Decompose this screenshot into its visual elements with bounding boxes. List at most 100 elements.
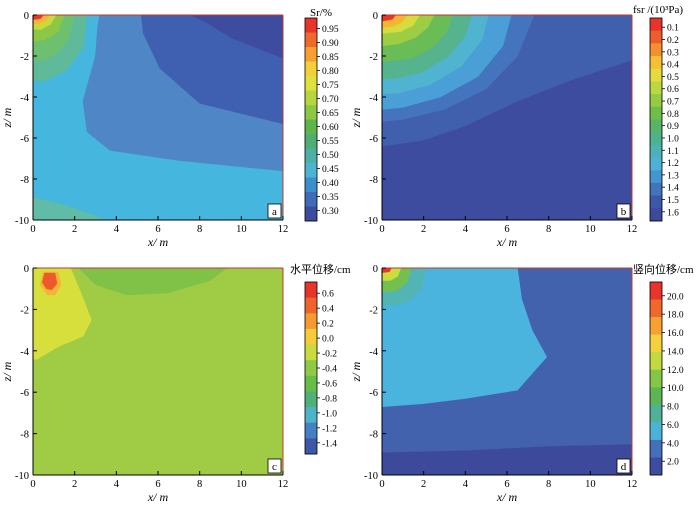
contour-region-3 — [191, 15, 283, 59]
contour-region-10 — [33, 15, 44, 20]
y-axis-label: z/ m — [349, 361, 363, 382]
colorbar-swatch — [650, 299, 662, 318]
colorbar-swatch — [650, 208, 662, 222]
y-tick-label: -4 — [369, 347, 378, 358]
x-tick-label: 4 — [114, 479, 120, 490]
y-tick-label: -2 — [369, 305, 378, 316]
colorbar-swatch — [650, 439, 662, 458]
colorbar-swatch — [650, 195, 662, 209]
x-axis-label: x/ m — [496, 235, 518, 249]
x-tick-label: 6 — [155, 224, 160, 235]
colorbar-swatch — [305, 76, 317, 91]
panel-label-box — [267, 458, 282, 474]
colorbar-tick-label: 0.7 — [667, 98, 679, 108]
x-tick-label: 8 — [197, 224, 202, 235]
x-tick-label: 12 — [278, 479, 289, 490]
x-tick-label: 0 — [30, 224, 35, 235]
y-tick-label: 0 — [24, 264, 29, 275]
colorbar-tick-label: 20.0 — [667, 292, 684, 302]
colorbar-tick-label: 0.60 — [322, 123, 339, 133]
y-tick-label: -2 — [369, 52, 378, 63]
colorbar-swatch — [650, 352, 662, 371]
colorbar-swatch — [305, 328, 317, 345]
colorbar-tick-label: -1.0 — [322, 409, 337, 419]
colorbar-tick-label: 1.0 — [667, 134, 679, 144]
colorbar-tick-label: 0.6 — [322, 290, 334, 300]
colorbar-swatch — [305, 61, 317, 77]
colorbar-tick-label: 0.70 — [322, 95, 339, 105]
colorbar-swatch — [650, 144, 662, 158]
colorbar-tick-label: -0.4 — [322, 365, 337, 375]
colorbar-tick-label: 0.5 — [667, 73, 679, 83]
contour-region-4 — [33, 197, 104, 220]
y-tick-label: -4 — [20, 347, 29, 358]
colorbar-tick-label: 10.0 — [667, 384, 684, 394]
colorbar-tick-label: 0.50 — [322, 151, 339, 161]
colorbar-swatch — [305, 360, 317, 377]
colorbar-swatch — [650, 282, 662, 300]
x-tick-label: 10 — [236, 479, 247, 490]
y-tick-label: 0 — [24, 11, 29, 22]
contour-region-1 — [78, 268, 228, 296]
x-axis-label: x/ m — [147, 235, 169, 249]
colorbar-tick-label: 0.2 — [667, 36, 679, 46]
x-tick-label: 8 — [546, 479, 551, 490]
colorbar-tick-label: 0.85 — [322, 53, 339, 63]
colorbar-title: 水平位移/cm — [290, 262, 351, 276]
colorbar-swatch — [650, 119, 662, 133]
colorbar-tick-label: 8.0 — [667, 403, 679, 413]
colorbar-swatch — [650, 404, 662, 423]
y-tick-label: -6 — [369, 388, 378, 399]
colorbar-tick-label: 0.4 — [322, 305, 334, 315]
colorbar-swatch — [305, 148, 317, 164]
colorbar-swatch — [650, 43, 662, 57]
colorbar-swatch — [305, 119, 317, 135]
x-tick-label: 4 — [114, 224, 120, 235]
colorbar-tick-label: 1.4 — [667, 184, 679, 194]
colorbar-tick-label: 2.0 — [667, 458, 679, 468]
colorbar-tick-label: 0.40 — [322, 179, 339, 189]
colorbar-tick-label: 1.2 — [667, 159, 679, 169]
x-tick-label: 8 — [197, 479, 202, 490]
colorbar-tick-label: 14.0 — [667, 347, 684, 357]
colorbar-swatch — [650, 56, 662, 70]
colorbar-tick-label: 0.75 — [322, 81, 339, 91]
colorbar-tick-label: 0.4 — [667, 61, 679, 71]
colorbar-swatch — [305, 206, 317, 222]
y-tick-label: 0 — [373, 264, 378, 275]
colorbar-tick-label: 0.80 — [322, 67, 339, 77]
y-tick-label: -2 — [20, 52, 29, 63]
colorbar-tick-label: 0.0 — [322, 335, 334, 345]
colorbar-swatch — [305, 47, 317, 62]
contour-field — [382, 268, 632, 475]
panel-label: d — [621, 461, 627, 473]
colorbar-tick-label: -0.6 — [322, 379, 337, 389]
contour-region-4 — [42, 272, 58, 291]
colorbar-tick-label: -1.2 — [322, 424, 337, 434]
colorbar-swatch — [305, 297, 317, 314]
colorbar-swatch — [305, 105, 317, 120]
colorbar-swatch — [650, 369, 662, 388]
x-tick-label: 12 — [278, 224, 289, 235]
colorbar-swatch — [305, 375, 317, 392]
colorbar-swatch — [650, 422, 662, 441]
colorbar-swatch — [650, 457, 662, 476]
colorbar: 0.95 0.90 0.85 0.80 0.75 0.70 0.65 0.60 0.55 0.50… — [304, 7, 339, 222]
colorbar-swatch — [305, 163, 317, 178]
colorbar-swatch — [305, 282, 317, 298]
y-tick-label: -4 — [369, 93, 378, 104]
panel-label-box — [616, 203, 631, 219]
x-tick-label: 10 — [585, 479, 596, 490]
colorbar-swatch — [650, 170, 662, 184]
panel-label: c — [272, 461, 277, 473]
colorbar-tick-label: 0.1 — [667, 24, 679, 34]
x-tick-label: 6 — [504, 224, 509, 235]
colorbar-tick-label: 0.95 — [322, 25, 339, 35]
colorbar-swatch — [650, 317, 662, 335]
colorbar-tick-label: 0.9 — [667, 122, 679, 132]
colorbar-frame — [649, 17, 663, 222]
colorbar-tick-label: -0.2 — [322, 350, 337, 360]
colorbar-tick-label: 1.3 — [667, 171, 679, 181]
x-axis-label: x/ m — [147, 490, 169, 504]
y-tick-label: -6 — [20, 134, 29, 145]
